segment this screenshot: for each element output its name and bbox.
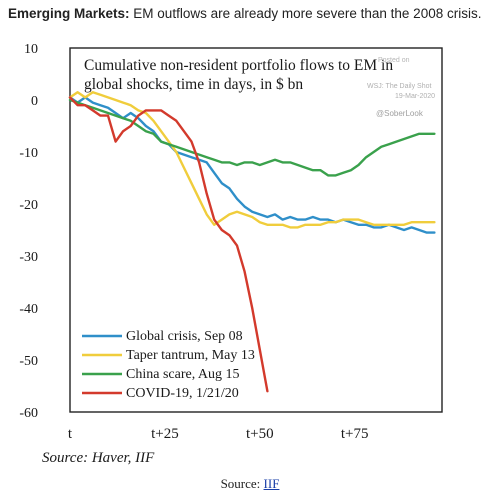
legend-label: Global crisis, Sep 08 [126, 329, 243, 344]
y-tick-label: -10 [19, 146, 38, 161]
chart-source: Source: Haver, IIF [42, 450, 155, 466]
watermark-handle: @SoberLook [376, 109, 424, 118]
legend: Global crisis, Sep 08 Taper tantrum, May … [82, 329, 255, 401]
chart-svg: 10 0 -10 -20 -30 -40 -50 -60 t t+25 t+50 t+75 Cumu… [19, 42, 443, 466]
series-line-1 [68, 91, 436, 229]
headline: Emerging Markets: EM outflows are alread… [8, 6, 498, 21]
plot-frame [69, 47, 443, 413]
legend-label: COVID-19, 1/21/20 [126, 386, 239, 401]
x-tick-label: t [68, 426, 73, 442]
x-tick-label: t+75 [341, 426, 369, 442]
x-tick-label: t+25 [151, 426, 179, 442]
series-lines [68, 91, 436, 393]
y-tick-label: -50 [19, 354, 38, 369]
series-line-0 [68, 96, 436, 234]
chart-title-line-1: Cumulative non-resident portfolio flows … [84, 57, 393, 74]
watermark-date: 19-Mar-2020 [395, 93, 435, 100]
legend-label: China scare, Aug 15 [126, 367, 240, 382]
y-tick-label: 10 [24, 42, 38, 57]
y-tick-label: -30 [19, 250, 38, 265]
y-tick-label: -20 [19, 198, 38, 213]
y-tick-label: -40 [19, 302, 38, 317]
x-axis: t t+25 t+50 t+75 [68, 426, 369, 442]
chart-title-line-2: global shocks, time in days, in $ bn [84, 76, 303, 93]
headline-bold: Emerging Markets: [8, 6, 130, 21]
y-axis: 10 0 -10 -20 -30 -40 -50 -60 [19, 42, 38, 421]
x-tick-label: t+50 [246, 426, 274, 442]
footer-prefix: Source: [220, 476, 264, 491]
y-tick-label: 0 [31, 94, 38, 109]
watermark-posted: Posted on [378, 57, 410, 64]
chart-figure: 10 0 -10 -20 -30 -40 -50 -60 t t+25 t+50 t+75 Cumu… [12, 40, 492, 472]
headline-text: EM outflows are already more severe than… [129, 6, 482, 21]
legend-label: Taper tantrum, May 13 [126, 348, 255, 363]
series-line-2 [68, 98, 436, 177]
footer-source: Source: IIF [0, 476, 500, 492]
iif-link[interactable]: IIF [263, 476, 280, 491]
y-tick-label: -60 [19, 406, 38, 421]
series-line-3 [68, 96, 269, 393]
watermark-wsj: WSJ: The Daily Shot [367, 83, 432, 90]
